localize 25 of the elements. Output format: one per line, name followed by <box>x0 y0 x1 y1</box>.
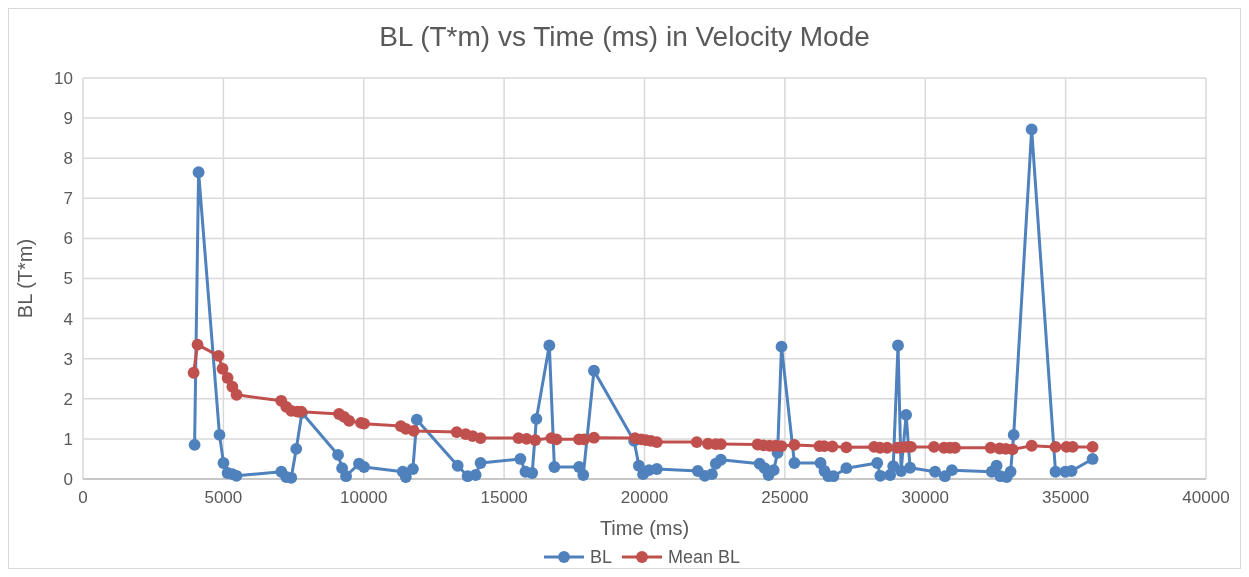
y-axis-title: BL (T*m) <box>14 238 36 319</box>
y-tick-label: 9 <box>63 109 73 129</box>
y-tick-label: 3 <box>63 349 73 369</box>
x-tick-label: 20000 <box>620 488 669 507</box>
y-tick-label: 10 <box>54 68 73 88</box>
x-tick-label: 35000 <box>1041 488 1090 507</box>
y-tick-label: 7 <box>63 189 73 209</box>
y-tick-label: 8 <box>63 149 73 169</box>
y-tick-label: 2 <box>63 389 73 409</box>
y-tick-label: 5 <box>63 269 73 289</box>
y-tick-label: 1 <box>63 429 73 449</box>
chart-title: BL (T*m) vs Time (ms) in Velocity Mode <box>379 21 870 52</box>
x-tick-label: 5000 <box>204 488 243 507</box>
x-tick-label: 15000 <box>480 488 528 507</box>
y-tick-label: 4 <box>63 309 73 329</box>
x-tick-label: 10000 <box>340 488 388 507</box>
legend-label: Mean BL <box>668 547 741 568</box>
x-tick-label: 30000 <box>901 488 949 507</box>
x-tick-label: 40000 <box>1182 488 1230 507</box>
x-tick-label: 25000 <box>761 488 809 507</box>
x-axis-title: Time (ms) <box>599 517 690 539</box>
x-tick-label: 0 <box>78 488 88 507</box>
y-tick-label: 0 <box>63 469 73 489</box>
legend-label: BL <box>590 547 613 568</box>
y-tick-label: 6 <box>63 229 73 249</box>
